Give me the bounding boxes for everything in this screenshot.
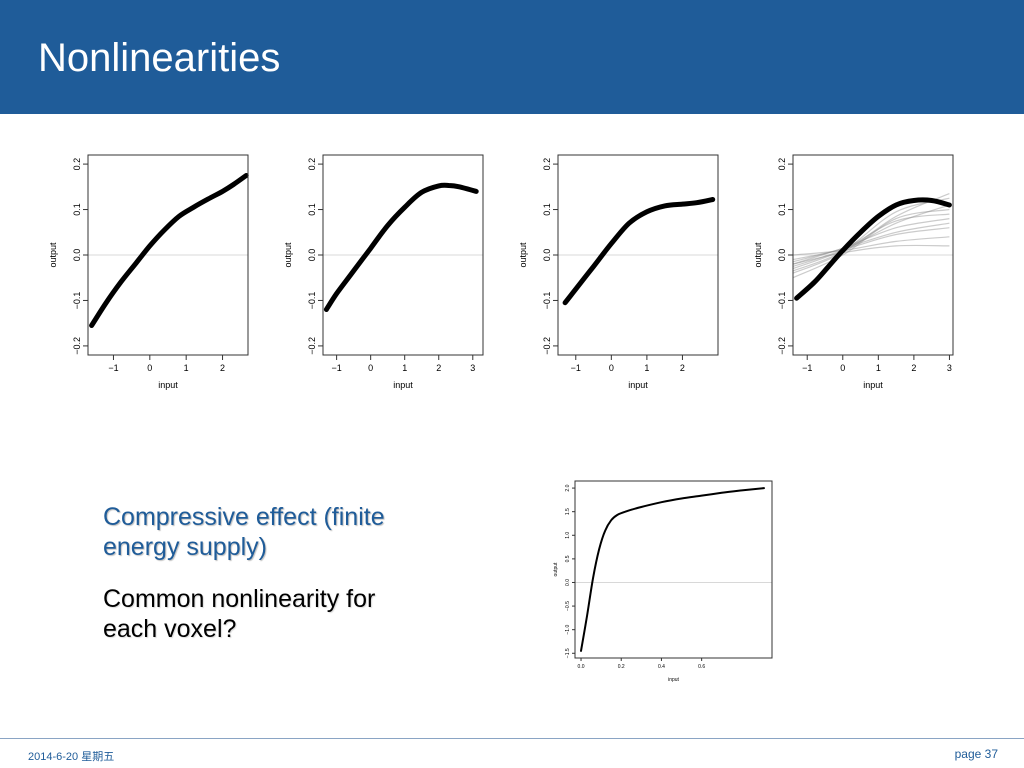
x-tick-label: 1: [402, 363, 407, 373]
y-tick-label: −0.2: [72, 337, 82, 355]
background-curve-2: [792, 204, 950, 270]
background-curve-8: [792, 197, 950, 272]
footer-divider: [0, 738, 1024, 739]
y-tick-label: 0.1: [777, 203, 787, 216]
y-tick-label: 0.1: [542, 203, 552, 216]
background-curve-10: [792, 213, 950, 267]
x-tick-label: 1: [184, 363, 189, 373]
x-tick-label: 0.2: [618, 664, 625, 670]
x-tick-label: 0.6: [698, 664, 705, 670]
y-tick-label: 0.1: [72, 203, 82, 216]
bullet-compressive-effect: Compressive effect (finite energy supply…: [103, 503, 385, 561]
x-tick-label: −1: [108, 363, 118, 373]
y-tick-label: −0.1: [777, 292, 787, 310]
y-tick-label: 2.0: [565, 484, 571, 491]
y-tick-label: 1.0: [565, 532, 571, 539]
y-axis-label: output: [753, 242, 763, 268]
x-tick-label: 0: [840, 363, 845, 373]
x-tick-label: 2: [220, 363, 225, 373]
x-tick-label: 1: [876, 363, 881, 373]
y-tick-label: −1.5: [565, 648, 571, 658]
y-tick-label: −0.5: [565, 601, 571, 611]
slide-title: Nonlinearities: [38, 36, 281, 80]
y-tick-label: 0.2: [777, 158, 787, 171]
x-axis-label: input: [863, 380, 883, 390]
background-curve-6: [792, 208, 950, 279]
y-axis-label: output: [553, 562, 559, 577]
background-curve-1: [792, 193, 950, 274]
page-number: page 37: [954, 747, 998, 761]
x-tick-label: 2: [436, 363, 441, 373]
y-axis-label: output: [48, 242, 58, 268]
bullet-common-nonlinearity: Common nonlinearity for each voxel?: [103, 585, 376, 643]
background-curve-5: [792, 236, 950, 256]
series-line-1: [562, 197, 716, 306]
x-tick-label: 0.0: [578, 664, 585, 670]
y-tick-label: 0.0: [72, 249, 82, 262]
x-tick-label: 1: [644, 363, 649, 373]
x-tick-label: 0: [368, 363, 373, 373]
x-tick-label: 2: [680, 363, 685, 373]
y-tick-label: 0.2: [307, 158, 317, 171]
y-axis-label: output: [283, 242, 293, 268]
y-tick-label: −0.2: [542, 337, 552, 355]
y-tick-label: 0.0: [542, 249, 552, 262]
y-tick-label: 0.1: [307, 203, 317, 216]
y-tick-label: −0.1: [72, 292, 82, 310]
y-tick-label: −0.1: [542, 292, 552, 310]
y-tick-label: −0.1: [307, 292, 317, 310]
series-line-1: [323, 182, 479, 312]
x-tick-label: 0: [609, 363, 614, 373]
x-tick-label: −1: [571, 363, 581, 373]
y-tick-label: 0.2: [542, 158, 552, 171]
x-tick-label: 0.4: [658, 664, 665, 670]
y-tick-label: −0.2: [777, 337, 787, 355]
x-tick-label: −1: [331, 363, 341, 373]
background-curve-9: [792, 222, 950, 263]
y-tick-label: 0.0: [777, 249, 787, 262]
x-axis-label: input: [628, 380, 648, 390]
y-tick-label: 0.0: [565, 579, 571, 586]
y-tick-label: 0.2: [72, 158, 82, 171]
x-axis-label: input: [668, 677, 679, 683]
plot-frame: [574, 480, 773, 659]
y-tick-label: 0.5: [565, 555, 571, 562]
x-tick-label: 0: [147, 363, 152, 373]
series-line-1: [89, 173, 249, 328]
x-tick-label: 2: [911, 363, 916, 373]
footer-date: 2014-6-20 星期五: [28, 751, 115, 763]
x-axis-label: input: [158, 380, 178, 390]
background-curve-4: [792, 227, 950, 261]
x-axis-label: input: [393, 380, 413, 390]
y-tick-label: 0.0: [307, 249, 317, 262]
y-tick-label: −1.0: [565, 625, 571, 635]
series-line-1: [580, 487, 765, 652]
x-tick-label: 3: [470, 363, 475, 373]
y-axis-label: output: [518, 242, 528, 268]
title-bar: Nonlinearities: [0, 0, 1024, 114]
background-curve-3: [792, 218, 950, 265]
y-tick-label: −0.2: [307, 337, 317, 355]
y-tick-label: 1.5: [565, 508, 571, 515]
x-tick-label: 3: [947, 363, 952, 373]
series-line-1: [794, 197, 952, 301]
background-curve-7: [792, 244, 950, 265]
x-tick-label: −1: [802, 363, 812, 373]
